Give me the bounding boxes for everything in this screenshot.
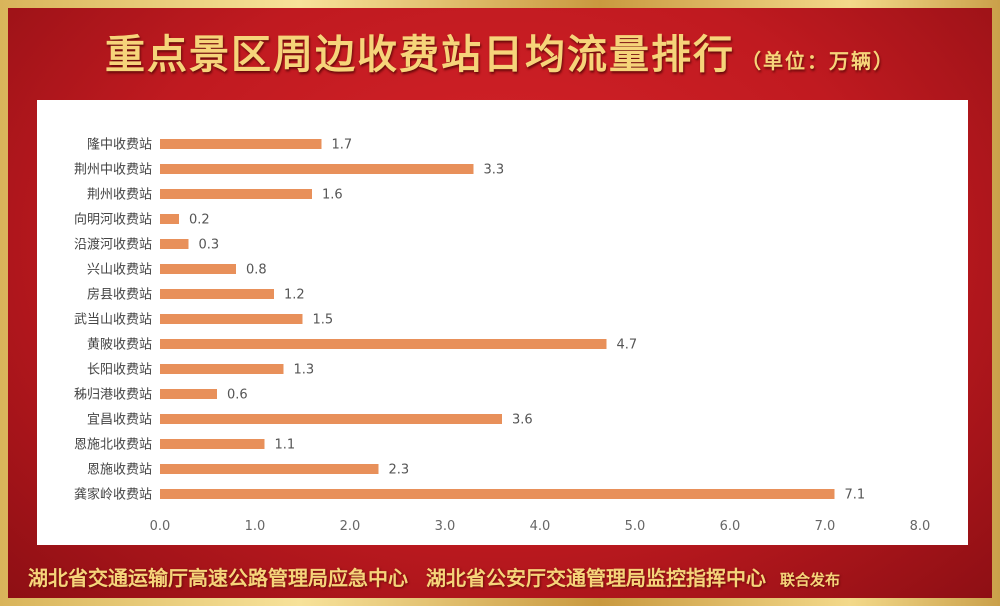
category-label: 荆州收费站 (87, 187, 152, 203)
value-label: 3.6 (512, 413, 533, 428)
bar (160, 289, 274, 299)
footer-org2: 湖北省公安厅交通管理局监控指挥中心 (426, 566, 766, 590)
value-label: 0.8 (246, 263, 267, 278)
value-label: 1.5 (313, 313, 334, 328)
footer: 湖北省交通运输厅高速公路管理局应急中心 湖北省公安厅交通管理局监控指挥中心 联合发布 (28, 562, 840, 591)
category-label: 向明河收费站 (74, 212, 152, 228)
value-label: 4.7 (617, 338, 638, 353)
value-label: 1.3 (294, 363, 315, 378)
category-label: 宜昌收费站 (87, 413, 152, 428)
bar (160, 139, 322, 149)
page-title: 重点景区周边收费站日均流量排行 （单位：万辆） (0, 22, 1000, 80)
category-label: 沿渡河收费站 (74, 237, 152, 253)
bar (160, 439, 265, 449)
x-tick-label: 0.0 (150, 519, 171, 534)
category-label: 恩施收费站 (87, 463, 152, 478)
bar (160, 489, 835, 499)
value-label: 1.6 (322, 188, 343, 203)
value-label: 3.3 (484, 163, 505, 178)
x-tick-label: 6.0 (720, 519, 741, 534)
category-label: 武当山收费站 (74, 313, 152, 328)
category-label: 黄陂收费站 (87, 337, 152, 353)
bar (160, 339, 607, 349)
title-text: 重点景区周边收费站日均流量排行 (105, 31, 735, 78)
bar (160, 414, 502, 424)
value-label: 1.2 (284, 288, 305, 303)
category-label: 房县收费站 (87, 287, 152, 303)
value-label: 0.3 (199, 238, 220, 253)
footer-publish: 联合发布 (780, 571, 841, 589)
footer-org1: 湖北省交通运输厅高速公路管理局应急中心 (28, 566, 408, 590)
category-label: 兴山收费站 (87, 263, 152, 278)
category-label: 恩施北收费站 (74, 438, 152, 453)
bar (160, 214, 179, 224)
bar (160, 264, 236, 274)
value-label: 0.6 (227, 388, 248, 403)
bar (160, 239, 189, 249)
bar (160, 189, 312, 199)
value-label: 7.1 (845, 488, 866, 503)
x-tick-label: 5.0 (625, 519, 646, 534)
x-tick-label: 3.0 (435, 519, 456, 534)
x-tick-label: 1.0 (245, 519, 266, 534)
category-label: 龚家岭收费站 (74, 487, 152, 503)
x-tick-label: 8.0 (910, 519, 931, 534)
x-tick-label: 4.0 (530, 519, 551, 534)
category-label: 长阳收费站 (87, 363, 152, 378)
x-tick-label: 2.0 (340, 519, 361, 534)
category-label: 隆中收费站 (87, 138, 152, 153)
category-label: 荆州中收费站 (74, 162, 152, 178)
bar (160, 364, 284, 374)
unit-text: （单位：万辆） (741, 49, 895, 73)
bar (160, 389, 217, 399)
value-label: 1.1 (275, 438, 296, 453)
bar (160, 164, 474, 174)
x-tick-label: 7.0 (815, 519, 836, 534)
value-label: 0.2 (189, 213, 210, 228)
value-label: 1.7 (332, 138, 353, 153)
value-label: 2.3 (389, 463, 410, 478)
bar (160, 314, 303, 324)
bar (160, 464, 379, 474)
category-label: 秭归港收费站 (74, 388, 152, 403)
